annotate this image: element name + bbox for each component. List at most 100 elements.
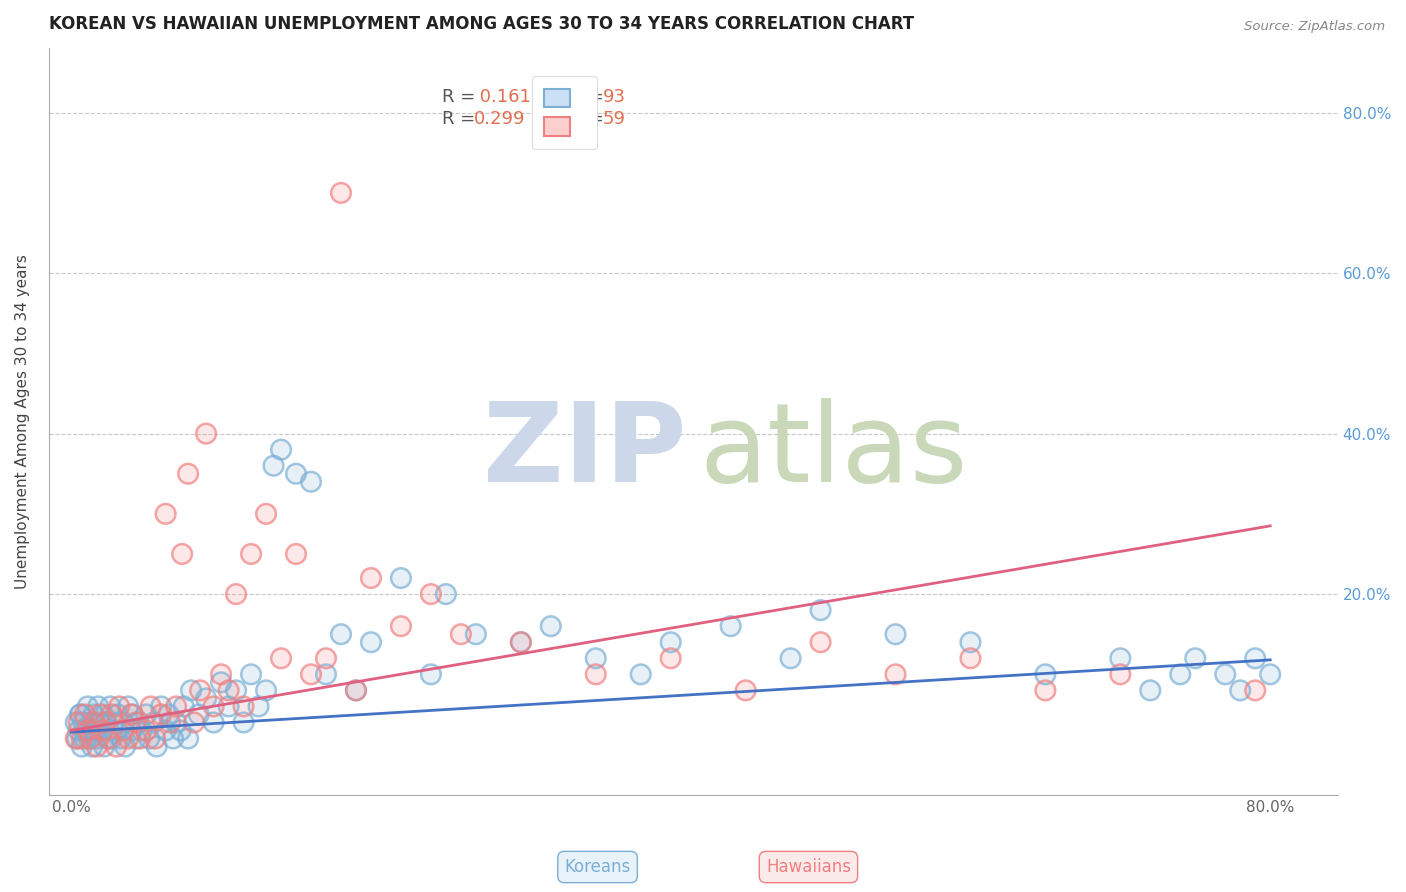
Point bbox=[183, 715, 205, 730]
Point bbox=[93, 739, 115, 754]
Point bbox=[70, 739, 93, 754]
Point bbox=[138, 731, 160, 746]
Point bbox=[195, 691, 218, 706]
Point bbox=[285, 467, 308, 481]
Point bbox=[65, 715, 87, 730]
Point bbox=[128, 715, 150, 730]
Point bbox=[121, 707, 143, 722]
Point bbox=[89, 715, 111, 730]
Point bbox=[105, 739, 128, 754]
Point bbox=[165, 715, 187, 730]
Point bbox=[97, 723, 120, 738]
Point bbox=[135, 707, 157, 722]
Point bbox=[1244, 651, 1267, 665]
Point bbox=[80, 715, 103, 730]
Point bbox=[120, 723, 142, 738]
Point bbox=[110, 731, 132, 746]
Point bbox=[86, 739, 108, 754]
Point bbox=[105, 739, 128, 754]
Point bbox=[72, 715, 94, 730]
Point bbox=[114, 739, 136, 754]
Point bbox=[67, 723, 90, 738]
Point bbox=[129, 731, 152, 746]
Point bbox=[247, 699, 270, 714]
Point bbox=[464, 627, 486, 641]
Point bbox=[884, 667, 907, 681]
Point bbox=[73, 707, 96, 722]
Point bbox=[218, 699, 240, 714]
Point bbox=[344, 683, 367, 698]
Point bbox=[150, 699, 173, 714]
Point bbox=[90, 723, 112, 738]
Point bbox=[1213, 667, 1236, 681]
Text: KOREAN VS HAWAIIAN UNEMPLOYMENT AMONG AGES 30 TO 34 YEARS CORRELATION CHART: KOREAN VS HAWAIIAN UNEMPLOYMENT AMONG AG… bbox=[49, 15, 914, 33]
Point bbox=[959, 635, 981, 649]
Point bbox=[232, 715, 254, 730]
Point bbox=[117, 731, 139, 746]
Text: N =: N = bbox=[558, 111, 609, 128]
Point bbox=[509, 635, 531, 649]
Text: 0.299: 0.299 bbox=[474, 111, 526, 128]
Point bbox=[263, 458, 285, 473]
Point bbox=[86, 731, 108, 746]
Text: 59: 59 bbox=[603, 111, 626, 128]
Point bbox=[159, 715, 181, 730]
Point bbox=[124, 715, 146, 730]
Point bbox=[188, 683, 211, 698]
Point bbox=[172, 547, 194, 561]
Point bbox=[143, 731, 166, 746]
Point bbox=[73, 731, 96, 746]
Text: R =: R = bbox=[441, 88, 481, 106]
Point bbox=[285, 547, 308, 561]
Point bbox=[344, 683, 367, 698]
Point bbox=[209, 675, 232, 690]
Point bbox=[1109, 651, 1132, 665]
Point bbox=[315, 667, 337, 681]
Point bbox=[145, 739, 167, 754]
Point bbox=[90, 723, 112, 738]
Point bbox=[187, 707, 209, 722]
Point bbox=[83, 707, 105, 722]
Point bbox=[131, 723, 153, 738]
Point bbox=[734, 683, 756, 698]
Point bbox=[121, 707, 143, 722]
Point bbox=[315, 651, 337, 665]
Point bbox=[299, 667, 322, 681]
Text: Hawaiians: Hawaiians bbox=[766, 858, 851, 876]
Point bbox=[145, 739, 167, 754]
Point bbox=[84, 723, 107, 738]
Point bbox=[65, 731, 87, 746]
Point bbox=[509, 635, 531, 649]
Point bbox=[97, 731, 120, 746]
Point bbox=[80, 731, 103, 746]
Point bbox=[82, 739, 104, 754]
Point bbox=[114, 739, 136, 754]
Point bbox=[1035, 667, 1057, 681]
Point bbox=[419, 587, 441, 601]
Text: N =: N = bbox=[558, 88, 609, 106]
Point bbox=[202, 699, 225, 714]
Point bbox=[254, 507, 277, 521]
Point bbox=[659, 635, 682, 649]
Point bbox=[389, 571, 412, 585]
Point bbox=[299, 475, 322, 489]
Point bbox=[135, 723, 157, 738]
Point bbox=[225, 587, 247, 601]
Point bbox=[157, 707, 180, 722]
Point bbox=[360, 635, 382, 649]
Point bbox=[70, 731, 93, 746]
Point bbox=[91, 723, 114, 738]
Point bbox=[142, 715, 165, 730]
Point bbox=[810, 635, 832, 649]
Point bbox=[344, 683, 367, 698]
Point bbox=[270, 651, 292, 665]
Point bbox=[67, 715, 90, 730]
Point bbox=[779, 651, 801, 665]
Text: atlas: atlas bbox=[700, 398, 969, 505]
Point bbox=[73, 723, 96, 738]
Point bbox=[1109, 651, 1132, 665]
Point bbox=[103, 715, 125, 730]
Point bbox=[884, 627, 907, 641]
Point bbox=[540, 619, 562, 633]
Point bbox=[159, 715, 181, 730]
